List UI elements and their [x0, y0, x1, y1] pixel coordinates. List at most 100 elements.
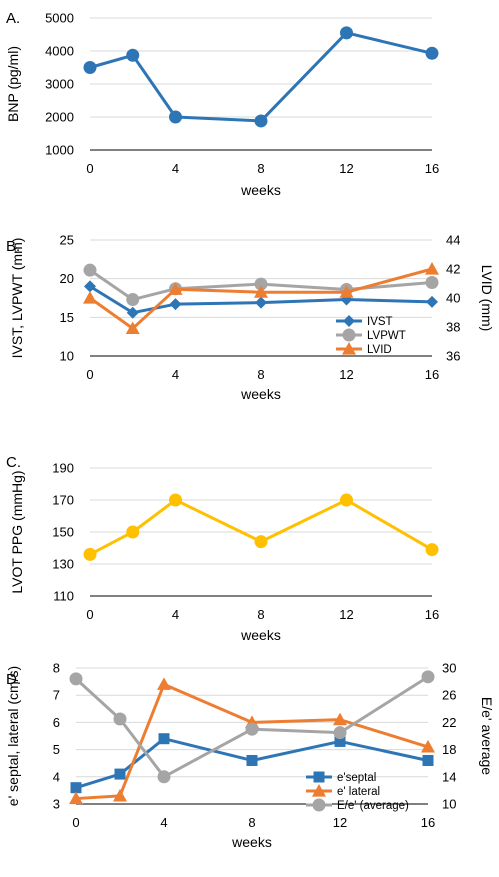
y-right-tick-label: 14	[442, 769, 456, 784]
x-tick-label: 16	[425, 367, 439, 382]
data-point-1-0	[69, 791, 83, 805]
y-tick-label: 8	[53, 661, 60, 676]
data-point-0-2	[169, 493, 182, 507]
x-tick-label: 0	[86, 607, 93, 622]
data-point-1-3	[254, 277, 268, 291]
y-tick-label: 5	[53, 742, 60, 757]
y-tick-label: 170	[52, 493, 74, 508]
data-point-0-5	[425, 46, 439, 60]
x-tick-label: 8	[257, 161, 264, 176]
legend-marker	[312, 798, 326, 812]
y-tick-label: 2000	[45, 110, 74, 125]
y-right-tick-label: 38	[446, 320, 460, 335]
data-point-1-4	[333, 712, 347, 726]
x-tick-label: 12	[339, 161, 353, 176]
data-point-0-1	[114, 768, 126, 780]
x-tick-label: 4	[160, 815, 167, 830]
x-tick-label: 4	[172, 607, 179, 622]
data-point-0-2	[169, 110, 182, 124]
legend-entry: LVPWT	[367, 330, 406, 342]
y-right-tick-label: 44	[446, 233, 460, 248]
y-tick-label: 3	[53, 797, 60, 812]
y-right-tick-label: 10	[442, 797, 456, 812]
x-tick-label: 0	[72, 815, 79, 830]
y-tick-label: 15	[60, 310, 74, 325]
data-point-1-0	[83, 263, 97, 277]
x-tick-label: 8	[257, 367, 264, 382]
data-point-2-4	[339, 285, 354, 298]
x-tick-label: 4	[172, 161, 179, 176]
y-axis-title: LVOT PPG (mmHg)	[9, 470, 25, 593]
series-line-2	[74, 675, 429, 779]
y-right-tick-label: 40	[446, 291, 460, 306]
y-right-tick-label: 30	[442, 661, 456, 676]
data-point-0-1	[126, 525, 140, 539]
data-point-0-0	[83, 547, 97, 561]
y-tick-label: 150	[52, 525, 74, 540]
y-tick-label: 20	[60, 271, 74, 286]
data-point-0-0	[84, 280, 96, 293]
x-tick-label: 8	[248, 815, 255, 830]
legend-marker	[312, 784, 326, 797]
x-tick-label: 16	[425, 161, 439, 176]
panel-b: B. 10 15 20 25 36 38 40 42 44 0 4 8 12 16 weeks IVST, LV…	[6, 233, 495, 403]
y-axis-title: e' septal, lateral (cm/s)	[5, 666, 21, 806]
y-right-tick-label: 42	[446, 262, 460, 277]
x-axis-title: weeks	[240, 182, 281, 198]
y-right-tick-label: 26	[442, 688, 456, 703]
series-line-0	[89, 498, 433, 556]
data-point-1-5	[421, 739, 435, 753]
legend-entry: e'septal	[337, 772, 376, 784]
legend-marker	[343, 315, 355, 327]
data-point-2-2	[157, 770, 171, 784]
series-line-0	[75, 737, 429, 790]
series-line-0	[89, 31, 433, 123]
series-line-2	[89, 267, 433, 330]
data-point-2-0	[69, 672, 83, 686]
data-point-2-4	[333, 726, 347, 740]
x-tick-label: 16	[425, 607, 439, 622]
panel-d: D. 3 4 5 6 7 8 10 14 18 22 26 30 0 4 8 12 16 weeks e' septa…	[5, 661, 495, 851]
data-point-0-0	[70, 782, 82, 794]
data-point-0-3	[255, 296, 267, 309]
data-point-0-2	[158, 733, 170, 745]
y-right-axis-title: E/e' average	[479, 697, 495, 775]
data-point-1-5	[425, 276, 439, 290]
data-point-0-1	[126, 48, 140, 62]
y-tick-label: 6	[53, 715, 60, 730]
series-line-0	[89, 285, 433, 315]
x-axis-title: weeks	[231, 834, 272, 850]
legend-marker	[313, 771, 325, 783]
data-point-0-2	[169, 298, 182, 311]
data-point-2-5	[421, 670, 435, 684]
legend-entry: LVID	[367, 344, 392, 356]
y-right-tick-label: 36	[446, 349, 460, 364]
data-point-0-1	[126, 306, 139, 319]
data-point-0-4	[340, 26, 353, 40]
data-point-1-1	[126, 293, 140, 307]
data-point-1-1	[113, 788, 127, 802]
y-tick-label: 130	[52, 557, 74, 572]
data-point-2-5	[425, 262, 439, 275]
y-tick-label: 4	[53, 769, 60, 784]
legend-entry: e' lateral	[337, 786, 380, 798]
legend-entry: E/e' (average)	[337, 800, 409, 812]
panel-label: A.	[6, 10, 20, 27]
y-tick-label: 10	[60, 349, 74, 364]
data-point-2-1	[125, 321, 140, 335]
data-point-0-5	[422, 754, 434, 766]
x-axis-title: weeks	[240, 386, 281, 402]
x-tick-label: 0	[86, 367, 93, 382]
data-point-2-2	[168, 282, 183, 295]
panel-label: D.	[6, 671, 21, 688]
x-tick-label: 0	[86, 161, 93, 176]
data-point-2-0	[83, 291, 97, 304]
data-point-0-3	[246, 754, 258, 766]
x-tick-label: 16	[421, 815, 435, 830]
data-point-0-0	[83, 61, 97, 74]
legend-marker	[342, 342, 356, 355]
y-tick-label: 1000	[45, 143, 74, 158]
x-axis-title: weeks	[240, 627, 281, 643]
data-point-0-5	[425, 543, 439, 557]
